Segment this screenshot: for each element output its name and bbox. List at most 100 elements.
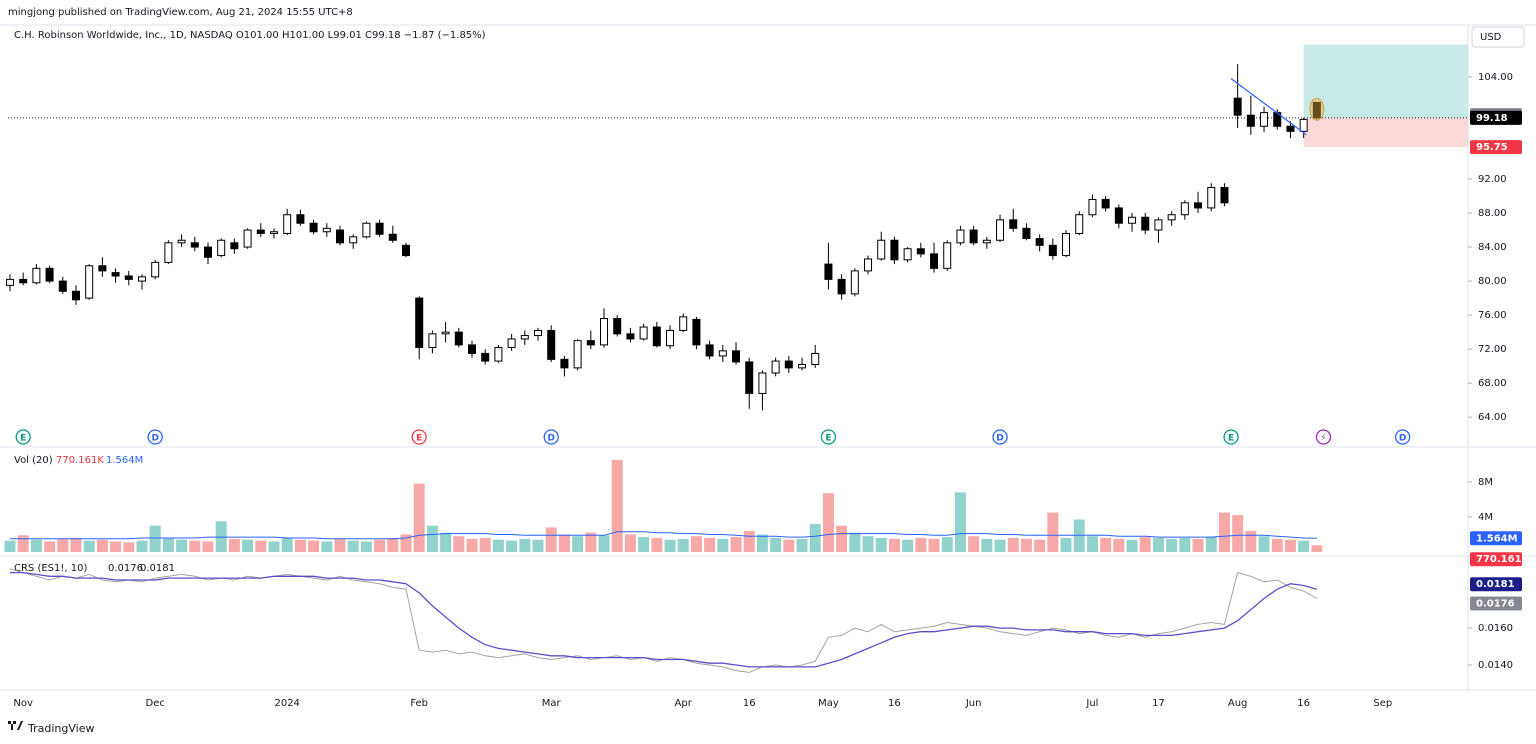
loss-zone	[1303, 117, 1468, 148]
currency-button[interactable]	[1471, 26, 1525, 48]
volume-bar	[1179, 537, 1191, 552]
volume-bar	[506, 540, 518, 552]
profit-zone	[1303, 44, 1468, 118]
legend-value: 770.161K	[56, 455, 104, 466]
candle-body	[1009, 219, 1018, 229]
candle-body	[177, 239, 186, 244]
candle-body	[982, 239, 991, 244]
volume-ma	[10, 531, 1317, 540]
x-tick-label: May	[818, 698, 839, 709]
ma-tag: 1.564M	[1476, 533, 1518, 544]
volume-bar	[1086, 536, 1098, 552]
volume-bar	[981, 538, 993, 552]
x-tick-label: Dec	[146, 698, 165, 709]
candle-body	[877, 239, 886, 260]
volume-bar	[1205, 537, 1217, 552]
volume-bar	[822, 493, 834, 552]
volume-bar	[1271, 538, 1283, 552]
volume-bar	[136, 540, 148, 552]
volume-bar	[1245, 530, 1257, 552]
volume-bar	[611, 459, 623, 552]
volume-bar	[902, 539, 914, 552]
candle-body	[309, 222, 318, 233]
candle-body	[362, 222, 371, 238]
volume-bar	[1139, 537, 1151, 552]
candle-body	[256, 229, 265, 234]
series-line	[9, 568, 1318, 673]
volume-bar	[44, 541, 56, 552]
volume-bar	[1047, 512, 1059, 552]
candle-body	[58, 280, 67, 292]
legend-value: 1.564M	[106, 455, 143, 466]
candle-body	[203, 246, 212, 258]
y-tick-label: 72.00	[1478, 344, 1507, 355]
candle-body	[666, 329, 675, 347]
volume-bar	[242, 539, 254, 552]
candle-body	[745, 361, 754, 394]
candle-body	[190, 242, 199, 248]
volume-bar	[1100, 537, 1112, 552]
event-icon	[1395, 429, 1411, 445]
volume-bar	[1311, 545, 1323, 552]
volume-bar	[624, 534, 636, 552]
volume-bar	[532, 539, 544, 552]
volume-bar	[598, 535, 610, 552]
volume-bar	[255, 540, 267, 552]
y-tick-label: 0.0160	[1478, 623, 1513, 634]
y-tick-label: 92.00	[1478, 174, 1507, 185]
ma-tag-bg	[1470, 531, 1522, 546]
volume-bar	[1258, 536, 1270, 552]
volume-bar	[374, 539, 386, 552]
volume-bar	[651, 537, 663, 552]
candle-body	[1246, 114, 1255, 127]
candle-body	[494, 346, 503, 362]
candle-body	[19, 278, 28, 284]
volume-bar	[334, 538, 346, 552]
candle-body	[507, 338, 516, 348]
volume-bar	[162, 537, 174, 552]
event-icon	[15, 429, 31, 445]
volume-bar	[862, 536, 874, 552]
price-tag-bg	[1470, 110, 1522, 125]
x-tick-label: Feb	[410, 698, 428, 709]
highlight	[1309, 97, 1325, 121]
candle-body	[864, 258, 873, 272]
candle-body	[613, 318, 622, 335]
trendline	[1230, 78, 1307, 136]
candle-body	[98, 265, 107, 272]
event-label: E	[416, 434, 422, 444]
y-tick-label: 64.00	[1478, 412, 1507, 423]
candle-body	[296, 214, 305, 224]
byline: mingjong published on TradingView.com, A…	[8, 7, 353, 18]
volume-bar	[770, 537, 782, 552]
candle-body	[230, 242, 239, 250]
volume-bar	[717, 538, 729, 552]
candle-body	[679, 316, 688, 331]
x-tick-label: 16	[888, 698, 901, 709]
volume-bar	[677, 538, 689, 552]
x-tick-label: Mar	[542, 698, 562, 709]
volume-bar	[585, 532, 597, 552]
volume-bar	[836, 525, 848, 552]
candle-body	[1180, 202, 1189, 216]
event-icon	[1315, 429, 1332, 445]
volume-bar	[545, 527, 557, 552]
volume-bar	[1060, 537, 1072, 552]
price-tag-bg	[1470, 140, 1522, 155]
candle-body	[349, 236, 358, 244]
volume-bar	[360, 541, 372, 552]
candle-body	[137, 276, 146, 282]
volume-bar	[4, 540, 16, 552]
candle-body	[1299, 118, 1308, 132]
volume-bar	[756, 534, 768, 552]
volume-bar	[796, 538, 808, 552]
event-icon	[543, 429, 559, 445]
series-line	[10, 571, 1318, 668]
volume-bar	[17, 535, 29, 552]
candle-body	[586, 340, 595, 346]
candle-body	[1075, 214, 1084, 234]
volume-bar	[123, 542, 135, 552]
event-label: E	[1228, 434, 1234, 444]
x-tick-label: Apr	[675, 698, 693, 709]
volume-bar	[308, 540, 320, 552]
